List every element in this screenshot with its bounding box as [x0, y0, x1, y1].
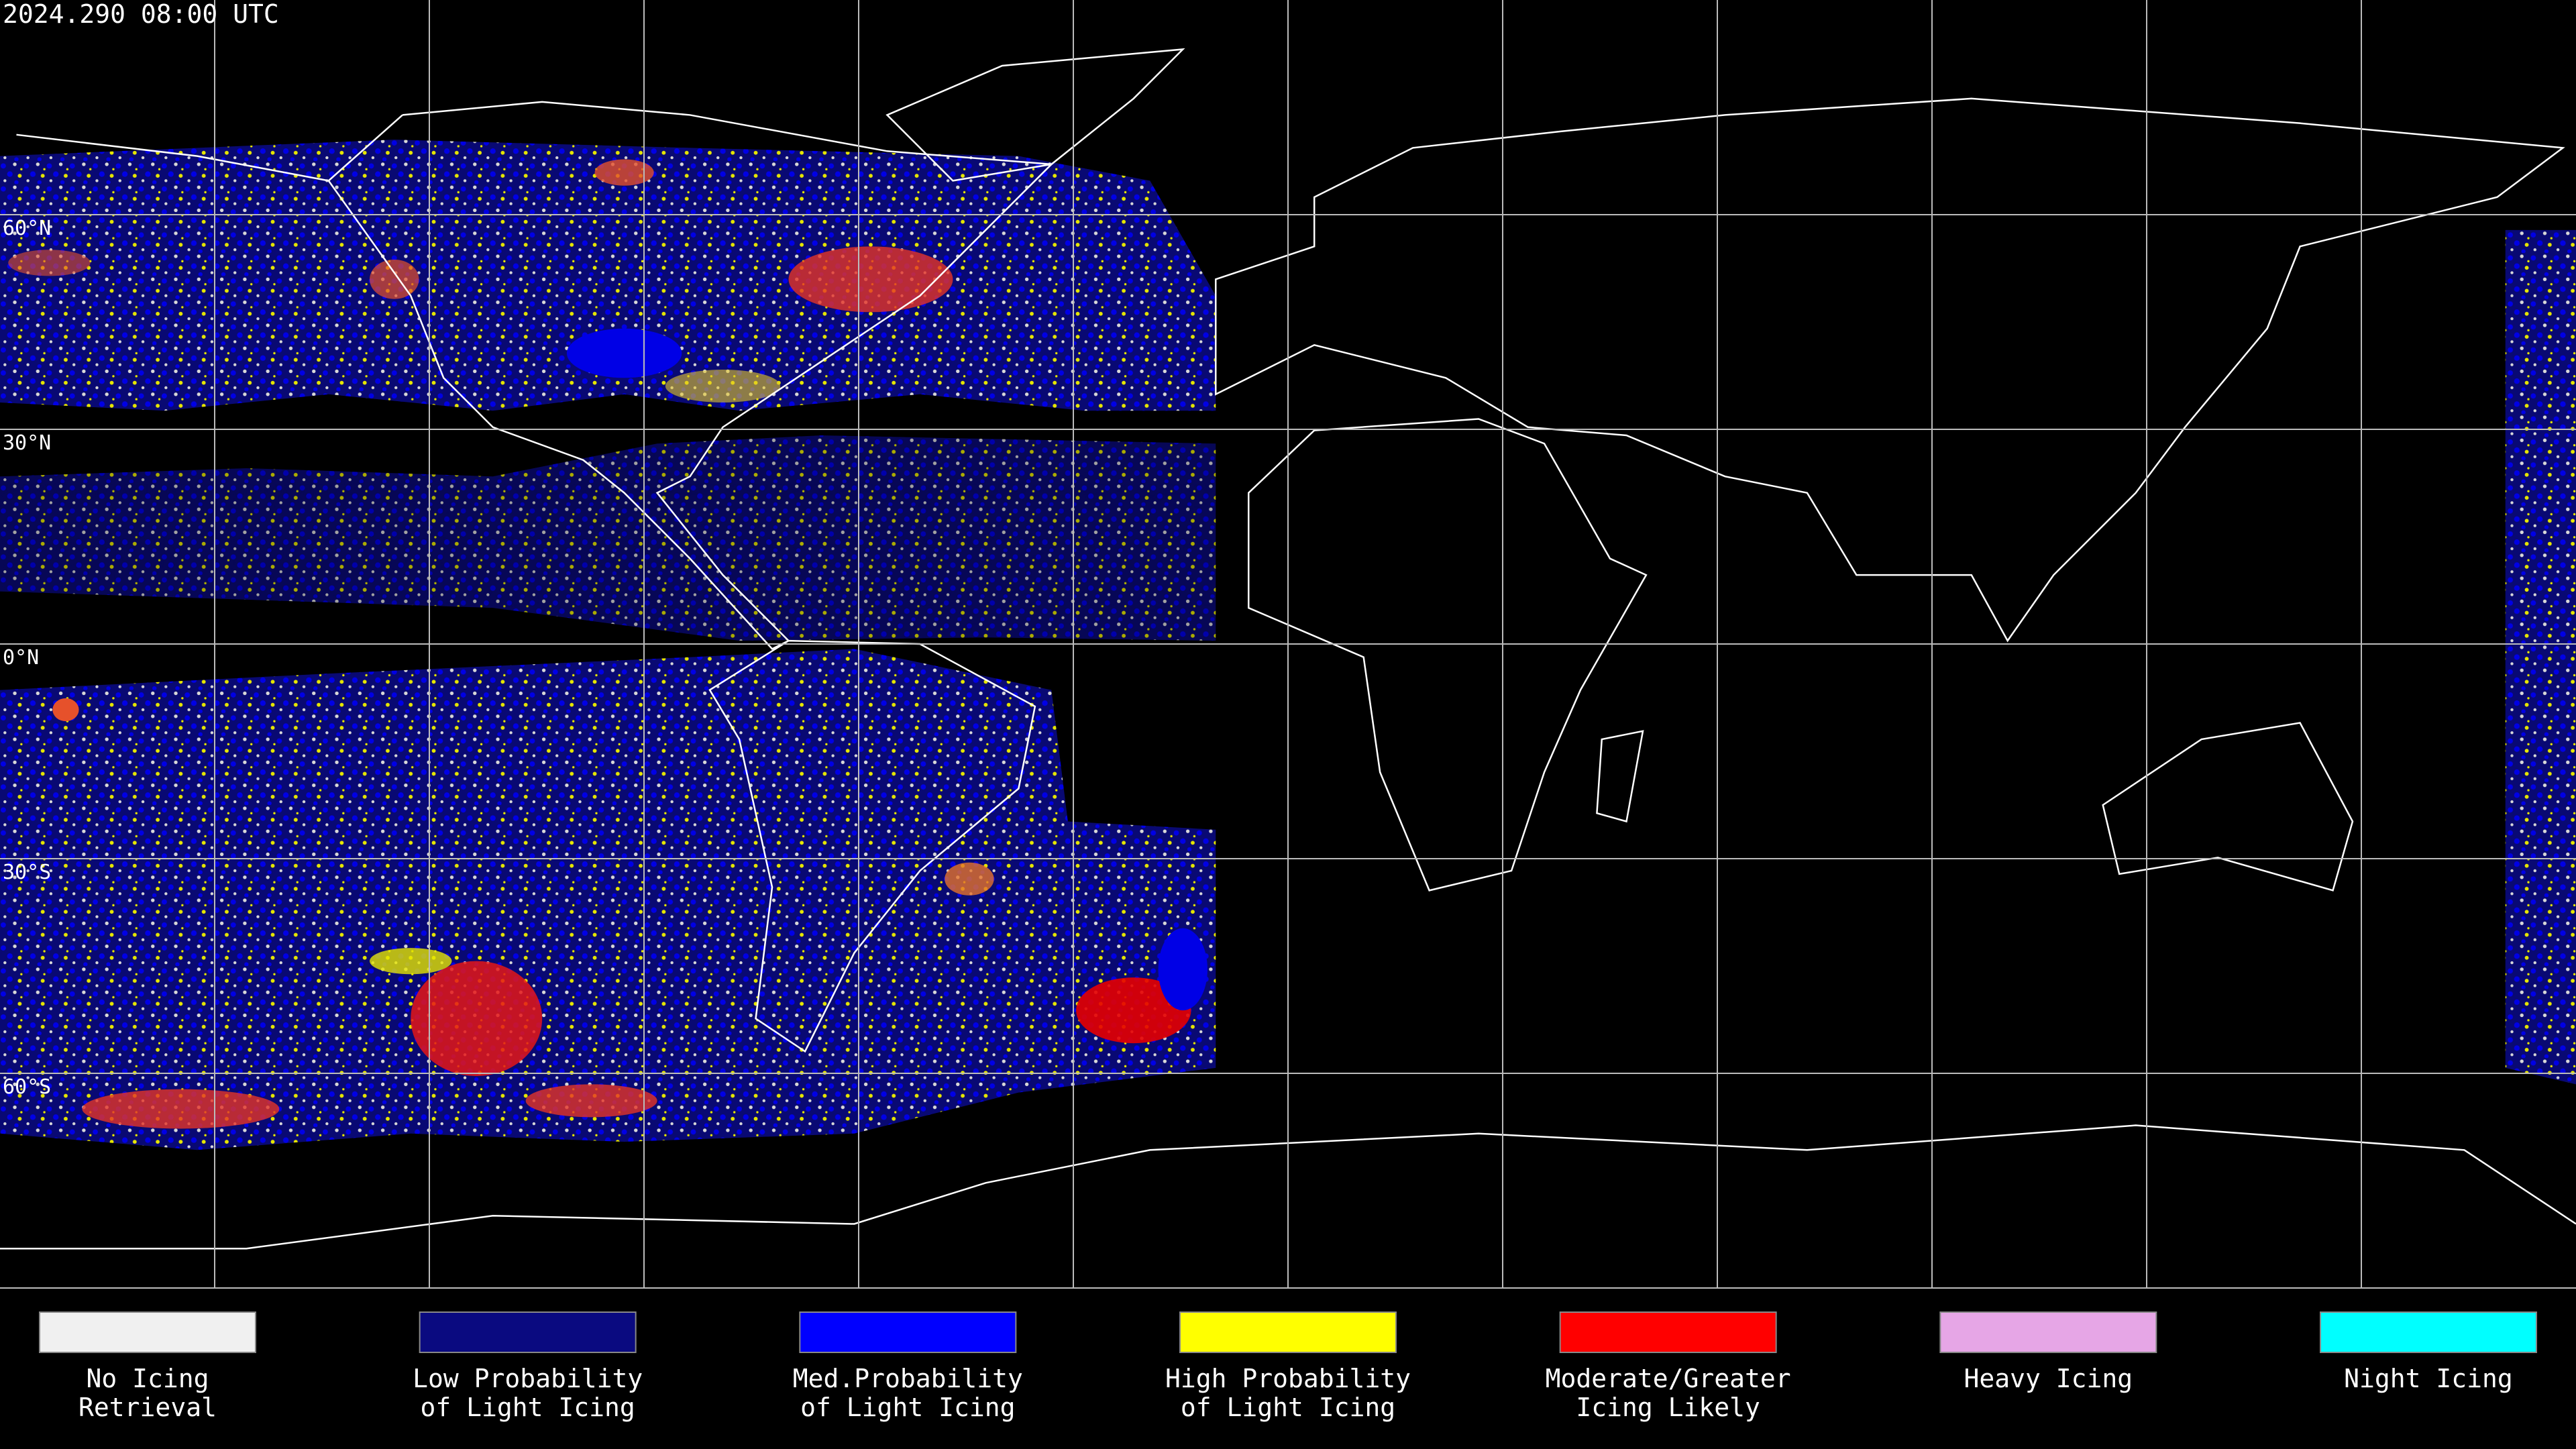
- legend-swatch: [1939, 1311, 2157, 1353]
- latitude-label: 0°N: [3, 646, 39, 669]
- legend-label: High Probability: [1165, 1364, 1411, 1393]
- legend-label: Night Icing: [2344, 1364, 2513, 1393]
- coastlines: [0, 49, 2576, 1248]
- legend-label: of Light Icing: [421, 1393, 635, 1422]
- legend-swatch: [799, 1311, 1017, 1353]
- legend-label: Moderate/Greater: [1546, 1364, 1791, 1393]
- legend-label: No Icing: [86, 1364, 209, 1393]
- legend-swatch: [1179, 1311, 1397, 1353]
- latitude-label: 60°N: [3, 217, 51, 240]
- legend-label: Low Probability: [413, 1364, 643, 1393]
- map: [0, 49, 2576, 1248]
- legend-label: Med.Probability: [793, 1364, 1023, 1393]
- legend-swatch: [2320, 1311, 2537, 1353]
- legend-label: of Light Icing: [1181, 1393, 1395, 1422]
- legend-item: Night Icing: [2320, 1311, 2537, 1393]
- latitude-labels: 60°N 30°N 0°N 30°S 60°S: [3, 217, 51, 1099]
- legend-label: of Light Icing: [800, 1393, 1015, 1422]
- timestamp: 2024.290 08:00 UTC: [3, 0, 279, 29]
- legend-item: Heavy Icing: [1939, 1311, 2157, 1393]
- latitude-label: 60°S: [3, 1075, 51, 1099]
- cloud-field: [0, 140, 2576, 1150]
- legend-swatch: [419, 1311, 637, 1353]
- legend-label: Heavy Icing: [1964, 1364, 2133, 1393]
- graticule: [0, 0, 2576, 1289]
- legend-swatch: [1559, 1311, 1777, 1353]
- legend-swatch: [39, 1311, 256, 1353]
- legend-label: Icing Likely: [1576, 1393, 1760, 1422]
- latitude-label: 30°N: [3, 431, 51, 455]
- legend-label: Retrieval: [78, 1393, 217, 1422]
- latitude-label: 30°S: [3, 861, 51, 884]
